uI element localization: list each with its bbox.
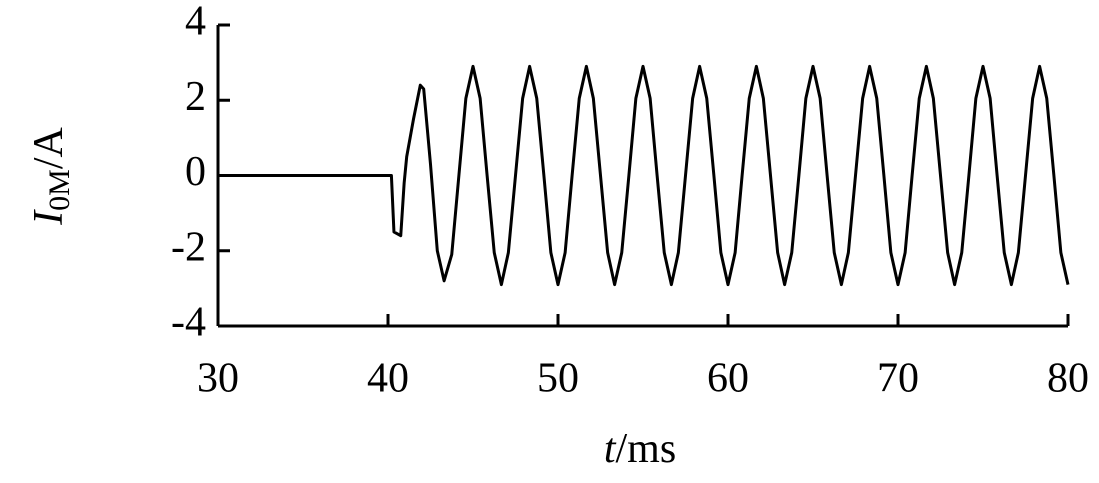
y-axis-title: I0M/A xyxy=(26,126,76,225)
line-series xyxy=(218,64,1070,287)
x-tick-label: 40 xyxy=(367,356,409,402)
y-label-unit: /A xyxy=(26,126,72,169)
y-tick-label: -4 xyxy=(171,300,206,346)
x-tick-label: 50 xyxy=(537,356,579,402)
x-tick-label: 30 xyxy=(197,356,239,402)
x-label-unit: /ms xyxy=(615,426,676,472)
x-axis-title: t/ms xyxy=(604,426,676,472)
x-tick-label: 70 xyxy=(877,356,919,402)
y-tick-label: -2 xyxy=(171,224,206,270)
y-tick-label: 0 xyxy=(185,149,206,195)
y-label-symbol: I xyxy=(26,209,72,226)
x-tick-label: 80 xyxy=(1047,356,1089,402)
x-tick-label: 60 xyxy=(707,356,749,402)
x-label-symbol: t xyxy=(604,426,617,472)
y-tick-label: 2 xyxy=(185,74,206,120)
y-tick-label: 4 xyxy=(185,0,206,45)
y-label-subscript: 0M xyxy=(43,169,76,211)
